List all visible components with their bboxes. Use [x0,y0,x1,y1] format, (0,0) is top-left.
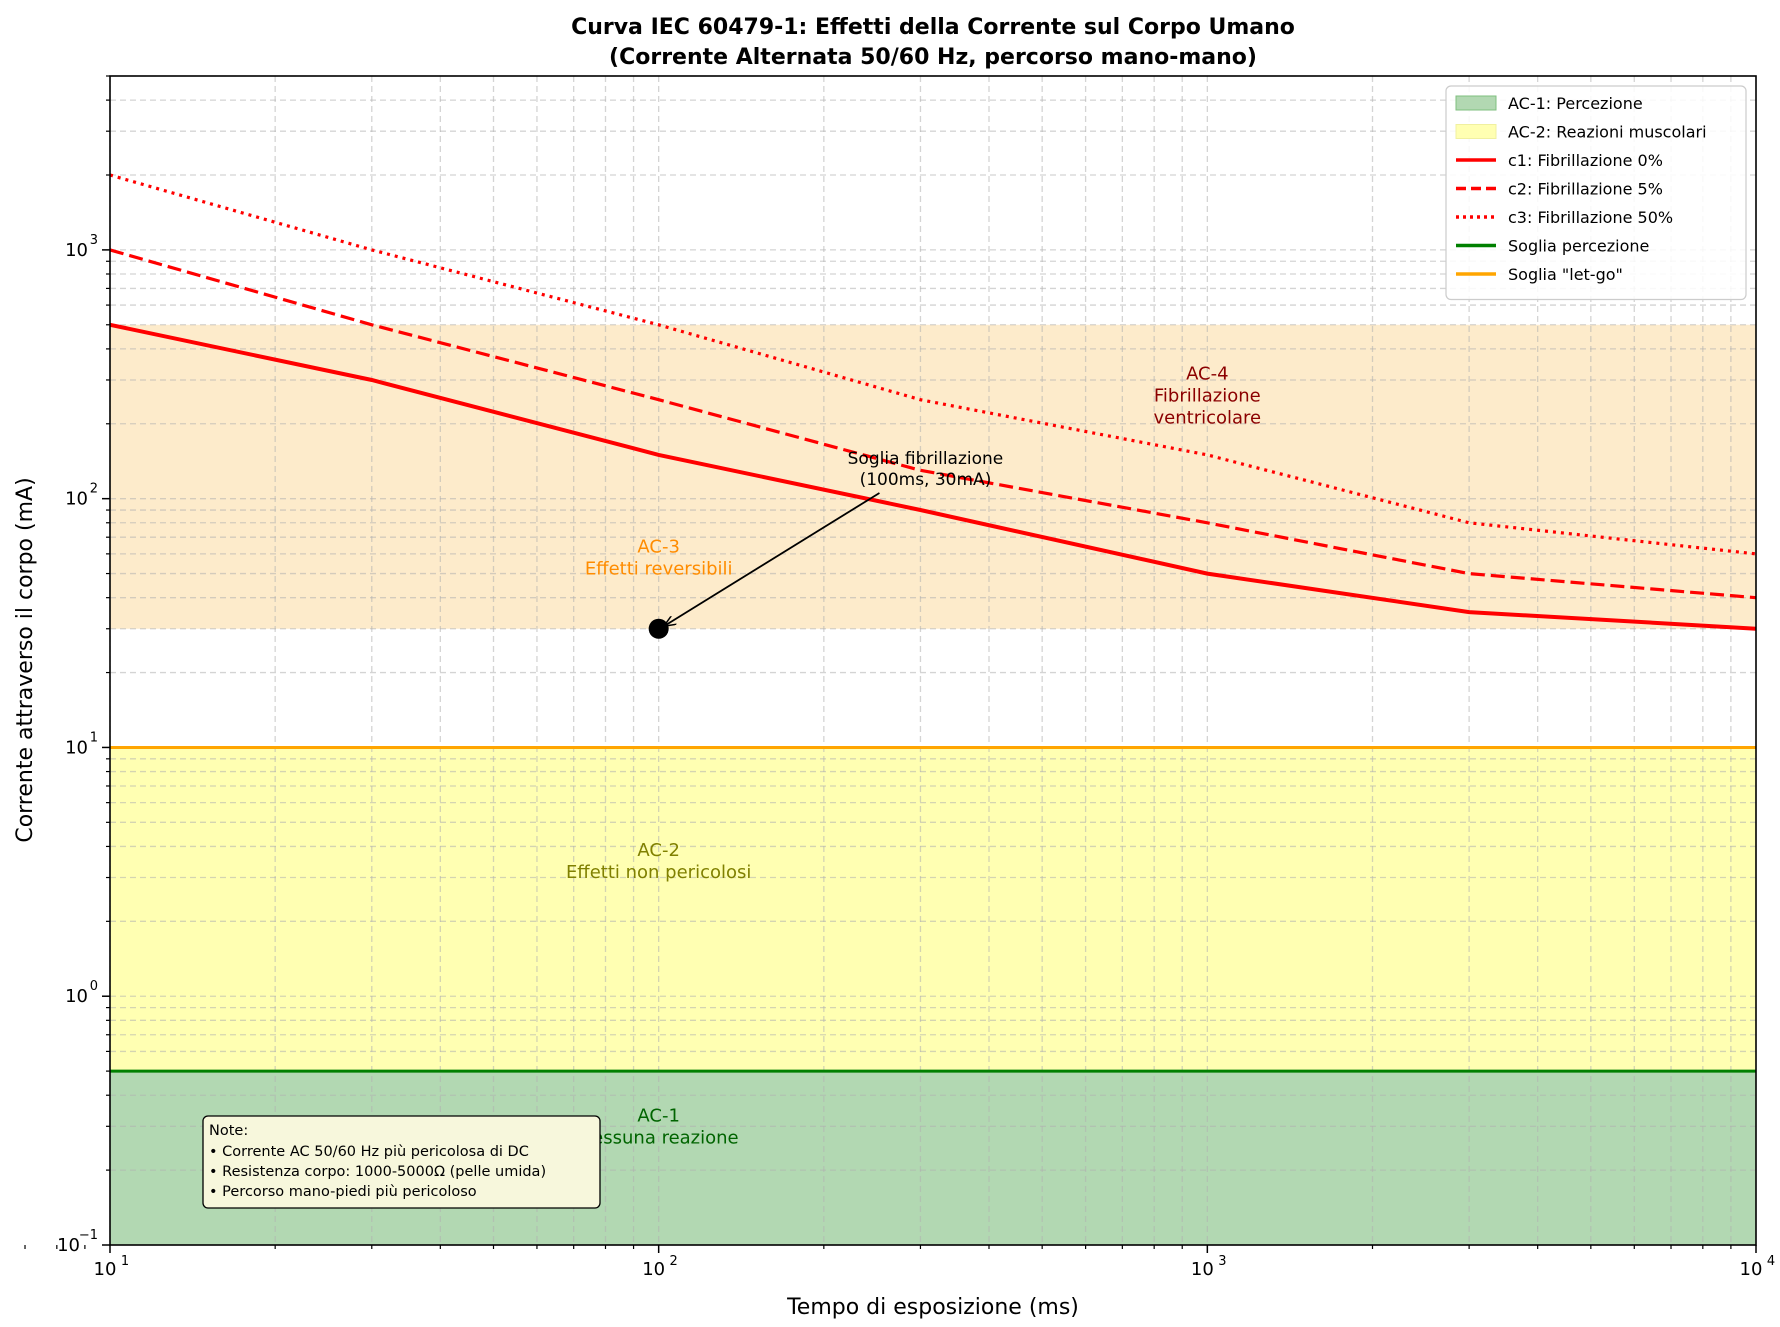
y-tick-label: 10 [65,986,88,1007]
y-tick-label-exp: 1 [90,730,98,745]
note-box: Note: • Corrente AC 50/60 Hz più pericolo… [202,1115,601,1209]
x-tick-label-exp: 1 [121,1254,129,1269]
x-axis-label: Tempo di esposizione (ms) [786,1295,1079,1320]
legend-entry: Soglia "let-go" [1508,265,1623,284]
legend-entry: AC-1: Percezione [1508,94,1643,113]
series-line [109,173,1757,556]
note-line: • Corrente AC 50/60 Hz più pericolosa di… [209,1144,529,1160]
y-axis-label: Corrente attraverso il corpo (mA) [13,477,38,842]
x-tick-label: 10 [1740,1259,1763,1280]
series-line [109,248,1757,600]
zone-label-4: AC-4 [1186,363,1229,384]
legend-entry: c3: Fibrillazione 50% [1508,208,1673,227]
x-tick-label: 10 [642,1259,665,1280]
zone-label-2: AC-2 [637,840,680,861]
legend-entry: c1: Fibrillazione 0% [1508,151,1663,170]
y-tick-label: 10 [65,737,88,758]
data-point [648,618,669,639]
x-tick-label-exp: 2 [670,1254,678,1269]
note-background [202,1115,601,1209]
zone-label-1: Nessuna reazione [579,1127,739,1148]
zone-label-2: Effetti non pericolosi [566,862,751,883]
x-tick-label-exp: 3 [1218,1254,1226,1269]
legend-box [1445,85,1747,301]
series-line [109,322,1757,631]
chart-title: Curva IEC 60479-1: Effetti della Corrent… [571,15,1295,40]
zone-label-4: ventricolare [1154,407,1262,428]
note-line: • Percorso mano-piedi più pericoloso [209,1184,477,1200]
y-tick-label-exp: −1 [79,1228,98,1243]
note-title: Note: [209,1123,248,1139]
legend-swatch [1455,124,1497,139]
y-tick-label-exp: 3 [90,233,98,248]
x-tick-label: 10 [1191,1259,1214,1280]
legend-entry: c2: Fibrillazione 5% [1508,180,1663,199]
y-tick-label-exp: 2 [90,482,98,497]
series-lines [109,173,1757,1073]
annotation-text: (100ms, 30mA) [860,470,992,490]
zone-label-3: AC-3 [637,537,680,558]
legend-entry: Soglia percezione [1508,237,1649,256]
legend: AC-1: Percezione AC-2: Reazioni muscolari… [1445,85,1747,301]
y-tick-label-exp: 0 [90,979,98,994]
annotation-arrow [665,492,880,626]
annotation-layer: Soglia fibrillazione(100ms, 30mA) [648,449,1004,639]
grid [109,75,1756,1246]
zone-band-2 [110,747,1756,1072]
zone-label-3: Effetti reversibili [585,559,733,580]
x-tick-label: 10 [94,1259,117,1280]
plot-frame [109,75,1757,1246]
zone-label-1: AC-1 [637,1105,680,1126]
legend-entry: AC-2: Reazioni muscolari [1508,123,1707,142]
y-tick-label: 10 [65,489,88,510]
note-line: • Resistenza corpo: 1000-5000Ω (pelle um… [209,1164,546,1180]
zone-label-4: Fibrillazione [1154,385,1261,406]
zone-band-3 [110,324,1756,629]
y-tick-label: 10 [57,1235,80,1256]
x-tick-label-exp: 4 [1767,1254,1775,1269]
chart-subtitle: (Corrente Alternata 50/60 Hz, percorso m… [609,45,1257,70]
annotation-text: Soglia fibrillazione [848,449,1004,469]
legend-swatch [1455,95,1497,111]
y-tick-label: 10 [65,240,88,261]
zones [110,324,1756,1245]
